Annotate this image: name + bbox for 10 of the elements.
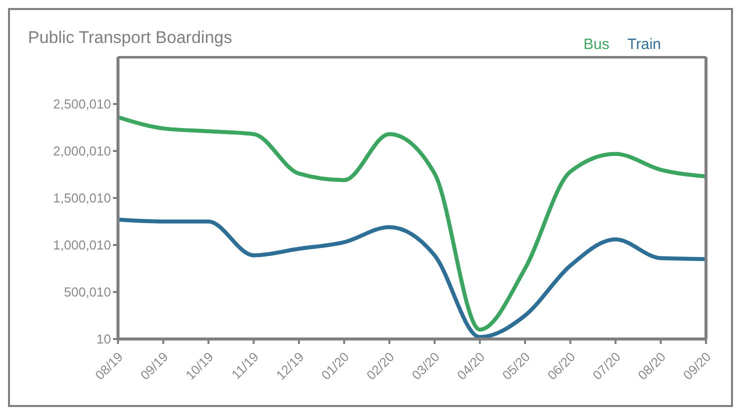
line-series: [118, 115, 706, 332]
y-tick-label: 10: [96, 332, 111, 347]
y-tick-label: 1,500,010: [53, 190, 111, 206]
y-tick-label: 1,000,010: [53, 238, 111, 253]
y-tick-label: 2,000,010: [53, 144, 111, 159]
y-tick-label: 500,010: [64, 284, 111, 300]
y-tick-label: 2,500,010: [53, 96, 111, 112]
text: Train: [627, 36, 661, 53]
text: Bus: [584, 36, 610, 53]
chart-title: Public Transport Boardings: [28, 28, 232, 48]
